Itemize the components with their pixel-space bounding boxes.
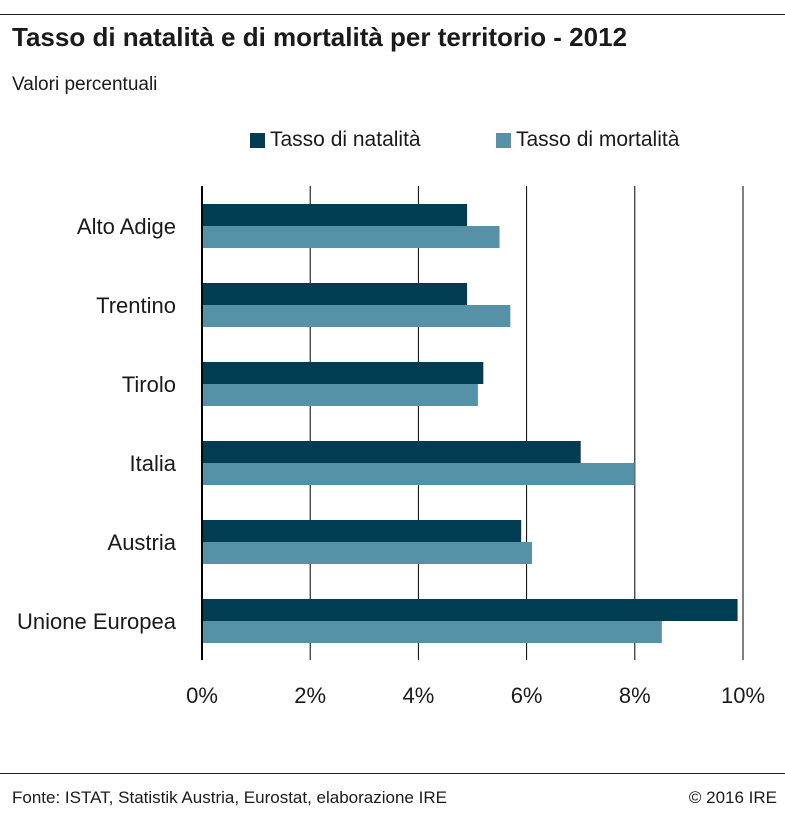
bar-chart: Alto Adige Trentino Tirolo Italia Austria Uni…	[17, 186, 765, 708]
bar-natalita-5	[202, 599, 738, 621]
x-tick-label-4: 8%	[619, 683, 651, 708]
legend-item-natalita: Tasso di natalità	[250, 128, 421, 152]
bar-natalita-2	[202, 362, 484, 384]
legend-label-mortalita: Tasso di mortalità	[516, 128, 680, 151]
top-rule	[0, 14, 785, 15]
bar-natalita-3	[202, 441, 581, 463]
bar-mortalita-2	[202, 384, 478, 406]
category-label-0: Alto Adige	[77, 214, 176, 239]
legend-swatch-mortalita	[496, 132, 511, 148]
bar-mortalita-5	[202, 621, 662, 643]
category-label-2: Tirolo	[122, 372, 176, 397]
x-tick-label-0: 0%	[186, 683, 218, 708]
legend-swatch-natalita	[250, 132, 265, 148]
x-tick-label-1: 2%	[294, 683, 326, 708]
category-label-4: Austria	[108, 530, 177, 555]
bar-mortalita-1	[202, 305, 511, 327]
source-note: Fonte: ISTAT, Statistik Austria, Eurosta…	[12, 788, 447, 807]
x-tick-label-2: 4%	[403, 683, 435, 708]
chart-title: Tasso di natalità e di mortalità per ter…	[12, 22, 628, 52]
bottom-rule	[0, 773, 785, 774]
bar-natalita-4	[202, 520, 522, 542]
x-tick-label-3: 6%	[511, 683, 543, 708]
bar-mortalita-3	[202, 463, 635, 485]
copyright-note: © 2016 IRE	[688, 788, 777, 807]
category-label-3: Italia	[130, 451, 177, 476]
category-label-5: Unione Europea	[17, 609, 177, 634]
legend-item-mortalita: Tasso di mortalità	[496, 128, 679, 152]
legend: Tasso di natalità Tasso di mortalità	[0, 128, 785, 162]
x-tick-label-5: 10%	[721, 683, 765, 708]
bar-natalita-0	[202, 204, 468, 226]
bar-mortalita-4	[202, 542, 533, 564]
bar-natalita-1	[202, 283, 468, 305]
category-label-1: Trentino	[96, 293, 176, 318]
chart-subtitle: Valori percentuali	[12, 74, 158, 95]
legend-label-natalita: Tasso di natalità	[270, 128, 421, 151]
bar-mortalita-0	[202, 226, 500, 248]
